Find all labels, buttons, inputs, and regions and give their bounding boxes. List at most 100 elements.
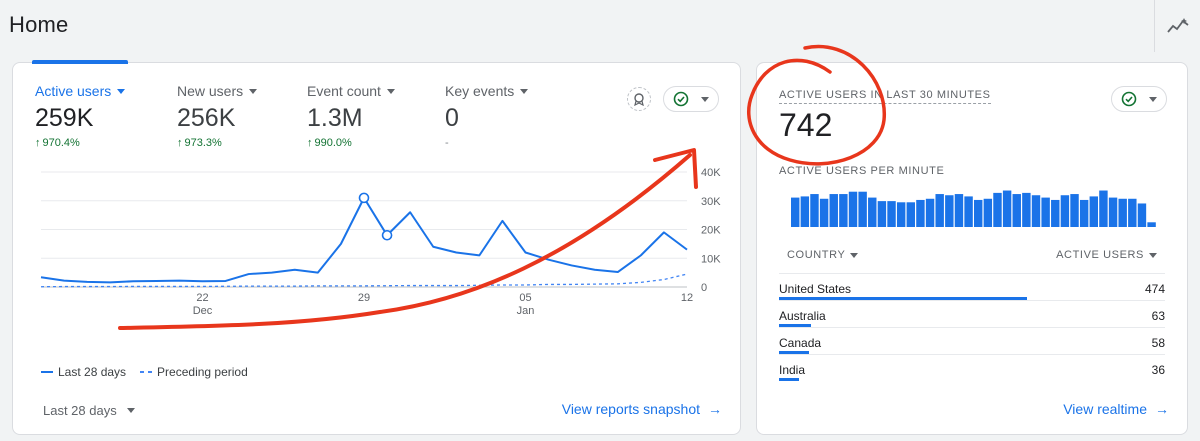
per-minute-bar [896, 202, 906, 227]
x-tick-label: 12 [681, 292, 693, 304]
per-minute-bar [1051, 199, 1060, 227]
metric-tab-event-count[interactable]: Event count 1.3M ↑ 990.0% [307, 83, 395, 149]
caret-down-icon [386, 88, 395, 94]
per-minute-bar [1022, 192, 1031, 227]
per-minute-bar [964, 196, 973, 227]
metric-change: - [445, 137, 449, 149]
country-name: Australia [779, 309, 826, 323]
view-reports-snapshot-link[interactable]: View reports snapshot → [562, 401, 722, 417]
x-tick-sublabel: Jan [517, 305, 535, 317]
legend-swatch-solid [41, 371, 53, 373]
country-users: 474 [1144, 282, 1165, 296]
country-users: 36 [1151, 363, 1165, 377]
table-row: Canada 58 [779, 327, 1165, 354]
country-users: 58 [1151, 336, 1165, 350]
table-row: India 36 [779, 354, 1165, 381]
share-bar [779, 378, 799, 381]
data-point-marker[interactable] [381, 229, 393, 241]
per-minute-bar [983, 198, 993, 227]
table-row: United States 474 [779, 273, 1165, 300]
share-bar [779, 324, 812, 327]
realtime-status-dropdown[interactable] [1111, 86, 1167, 112]
chart-legend: Last 28 days Preceding period [41, 365, 248, 379]
legend-item-previous: Preceding period [140, 365, 248, 379]
country-users: 63 [1151, 309, 1165, 323]
status-dropdown[interactable] [663, 86, 719, 112]
page-title: Home [9, 12, 69, 37]
per-minute-bar [1089, 196, 1099, 227]
legend-swatch-dashed [140, 371, 153, 373]
link-label: View realtime [1063, 401, 1147, 417]
metric-tab-key-events[interactable]: Key events 0 - [445, 83, 529, 149]
caret-down-icon [1149, 252, 1157, 258]
country-name: India [779, 363, 806, 377]
metric-value: 259K [35, 104, 94, 132]
x-tick-label: 05 [519, 292, 531, 304]
per-minute-bar [1128, 198, 1137, 227]
insights-icon [1166, 18, 1189, 33]
per-minute-bar [839, 194, 848, 227]
per-minute-bar [1031, 195, 1041, 227]
caret-down-icon [701, 96, 709, 102]
award-icon [634, 93, 644, 106]
arrow-up-icon: ↑ [307, 137, 313, 149]
per-minute-bar [848, 191, 858, 227]
date-range-selector[interactable]: Last 28 days [43, 403, 135, 418]
per-minute-bar [829, 194, 838, 227]
country-name: United States [779, 282, 852, 296]
caret-down-icon [249, 88, 258, 94]
caret-down-icon [117, 88, 126, 94]
per-minute-bar [935, 194, 944, 227]
per-minute-bar [868, 197, 877, 227]
y-tick-label: 40K [701, 167, 721, 179]
metric-change: 970.4% [42, 137, 80, 149]
date-range-label: Last 28 days [43, 403, 117, 418]
per-minute-bar [858, 191, 867, 227]
y-tick-label: 20K [701, 225, 721, 237]
country-table-header: COUNTRY ACTIVE USERS [779, 249, 1165, 261]
y-tick-label: 30K [701, 196, 721, 208]
caret-down-icon [1149, 96, 1157, 102]
column-active-users[interactable]: ACTIVE USERS [1056, 249, 1157, 261]
per-minute-bar [954, 194, 964, 227]
realtime-value: 742 [779, 107, 833, 143]
per-minute-bar [877, 201, 887, 227]
y-tick-label: 10K [701, 253, 721, 265]
per-minute-bar [993, 192, 1002, 227]
country-name: Canada [779, 336, 822, 350]
metric-value: 0 [445, 104, 459, 132]
insights-button[interactable] [1154, 0, 1200, 52]
column-label: COUNTRY [787, 249, 846, 261]
per-minute-bar [1041, 197, 1050, 227]
check-circle-icon [673, 91, 689, 107]
x-tick-label: 22 [196, 292, 208, 304]
legend-item-current: Last 28 days [41, 365, 126, 379]
per-minute-heading: ACTIVE USERS PER MINUTE [779, 165, 945, 177]
metric-label: New users [177, 83, 244, 99]
metric-value: 1.3M [307, 104, 363, 132]
realtime-heading: ACTIVE USERS IN LAST 30 MINUTES [779, 89, 991, 104]
metric-tab-active-users[interactable]: Active users 259K ↑ 970.4% [35, 83, 126, 149]
x-tick-label: 29 [358, 292, 370, 304]
metric-label: Active users [35, 83, 112, 99]
per-minute-bar-chart [791, 190, 1156, 227]
view-realtime-link[interactable]: View realtime → [1063, 401, 1169, 417]
insights-badge-button[interactable] [627, 87, 651, 111]
metric-label: Key events [445, 83, 515, 99]
card-tab-indicator [32, 60, 128, 64]
legend-label: Last 28 days [58, 365, 127, 379]
arrow-up-icon: ↑ [35, 137, 41, 149]
data-point-marker[interactable] [358, 192, 370, 204]
metric-tab-new-users[interactable]: New users 256K ↑ 973.3% [177, 83, 258, 149]
per-minute-bar [1147, 222, 1156, 227]
link-label: View reports snapshot [561, 401, 700, 417]
per-minute-bar [800, 196, 810, 227]
caret-down-icon [850, 252, 859, 258]
share-bar [779, 297, 1027, 300]
column-country[interactable]: COUNTRY [787, 249, 859, 261]
x-tick-sublabel: Dec [193, 305, 213, 317]
per-minute-bar [1060, 195, 1070, 227]
per-minute-bar [1012, 194, 1021, 227]
share-bar [779, 351, 809, 354]
